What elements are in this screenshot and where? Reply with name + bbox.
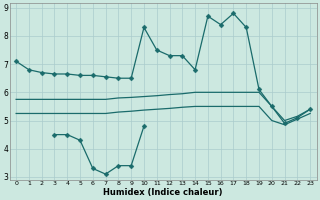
X-axis label: Humidex (Indice chaleur): Humidex (Indice chaleur) — [103, 188, 223, 197]
